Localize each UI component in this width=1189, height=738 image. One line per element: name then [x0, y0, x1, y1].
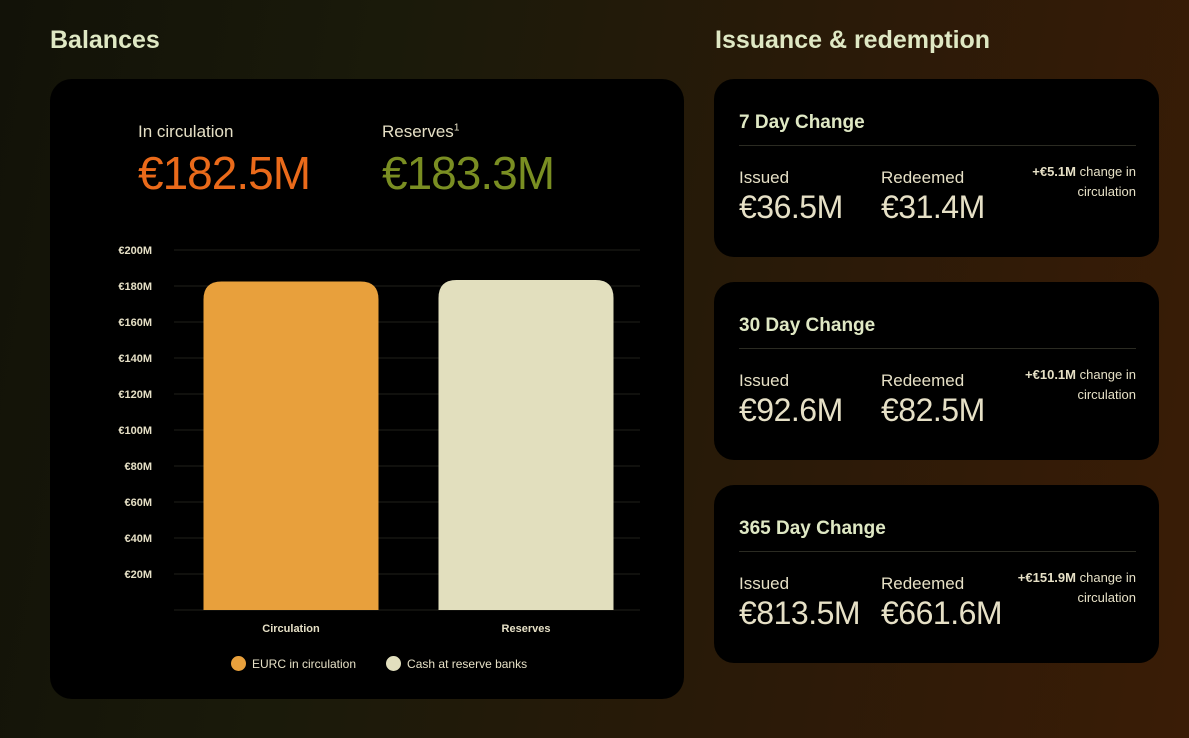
change-value: +€5.1M [1032, 164, 1076, 179]
reserves-label: Reserves [382, 122, 454, 141]
change-card-365-day: 365 Day Change Issued €813.5M Redeemed €… [714, 485, 1159, 663]
reserves-footnote-marker[interactable]: 1 [453, 122, 460, 134]
x-tick-label: Reserves [502, 623, 551, 635]
change-value: +€10.1M [1025, 367, 1076, 382]
x-tick-label: Circulation [262, 623, 320, 635]
bar-circulation [203, 281, 379, 610]
redeemed-label: Redeemed [881, 371, 965, 390]
issued-stat: Issued €36.5M [739, 168, 843, 226]
redeemed-stat: Redeemed €82.5M [881, 371, 985, 429]
redeemed-stat: Redeemed €661.6M [881, 574, 1003, 632]
y-tick-label: €120M [118, 389, 152, 401]
redeemed-label: Redeemed [881, 574, 965, 593]
y-tick-label: €60M [124, 497, 152, 509]
reserves-stat: Reserves1 €183.3M [382, 122, 555, 200]
legend-item-reserves[interactable]: Cash at reserve banks [386, 656, 527, 671]
redeemed-stat: Redeemed €31.4M [881, 168, 985, 226]
redeemed-label: Redeemed [881, 168, 965, 187]
y-tick-label: €180M [118, 281, 152, 293]
redeemed-value: €31.4M [881, 189, 985, 225]
y-tick-label: €140M [118, 353, 152, 365]
card-divider [739, 348, 1136, 349]
bar-reserves [438, 280, 614, 610]
issued-stat: Issued €92.6M [739, 371, 843, 429]
y-tick-label: €20M [124, 569, 152, 581]
issued-label: Issued [739, 371, 790, 390]
y-tick-label: €40M [124, 533, 152, 545]
reserves-value: €183.3M [382, 147, 555, 199]
redeemed-value: €82.5M [881, 392, 985, 428]
issued-label: Issued [739, 574, 790, 593]
issued-stat: Issued €813.5M [739, 574, 861, 632]
change-note: +€5.1M change in circulation [1006, 162, 1136, 202]
change-note: +€151.9M change in circulation [1006, 568, 1136, 608]
issued-value: €92.6M [739, 392, 843, 428]
issued-label: Issued [739, 168, 790, 187]
reserves-label-wrap: Reserves1 [382, 122, 554, 142]
change-card-30-day: 30 Day Change Issued €92.6M Redeemed €82… [714, 282, 1159, 460]
card-divider [739, 145, 1136, 146]
balances-panel: In circulation €182.5M Reserves1 €183.3M… [50, 79, 684, 699]
legend-swatch-circulation [231, 656, 246, 671]
card-title: 30 Day Change [739, 315, 876, 336]
change-text: change in circulation [1077, 570, 1136, 605]
chart-legend: EURC in circulation Cash at reserve bank… [231, 656, 527, 671]
balances-bar-chart: €20M €40M €60M €80M €100M €120M €140M €160M €180… [118, 245, 640, 635]
y-tick-label: €160M [118, 317, 152, 329]
legend-item-circulation[interactable]: EURC in circulation [231, 656, 356, 671]
card-title: 365 Day Change [739, 518, 886, 539]
change-text: change in circulation [1077, 164, 1136, 199]
issuance-title: Issuance & redemption [715, 26, 991, 54]
y-tick-label: €200M [118, 245, 152, 257]
issued-value: €36.5M [739, 189, 843, 225]
legend-label-reserves: Cash at reserve banks [407, 656, 528, 671]
circulation-label: In circulation [138, 122, 234, 141]
circulation-value: €182.5M [138, 147, 311, 199]
change-value: +€151.9M [1017, 570, 1076, 585]
balances-title: Balances [50, 26, 160, 54]
change-text: change in circulation [1077, 367, 1136, 402]
y-tick-label: €100M [118, 425, 152, 437]
issued-value: €813.5M [739, 595, 861, 631]
card-divider [739, 551, 1136, 552]
redeemed-value: €661.6M [881, 595, 1003, 631]
circulation-stat: In circulation €182.5M [138, 122, 311, 200]
legend-swatch-reserves [386, 656, 402, 671]
y-tick-label: €80M [124, 461, 152, 473]
legend-label-circulation: EURC in circulation [252, 656, 357, 671]
change-card-7-day: 7 Day Change Issued €36.5M Redeemed €31.… [714, 79, 1159, 257]
card-title: 7 Day Change [739, 112, 865, 133]
change-note: +€10.1M change in circulation [1006, 365, 1136, 405]
